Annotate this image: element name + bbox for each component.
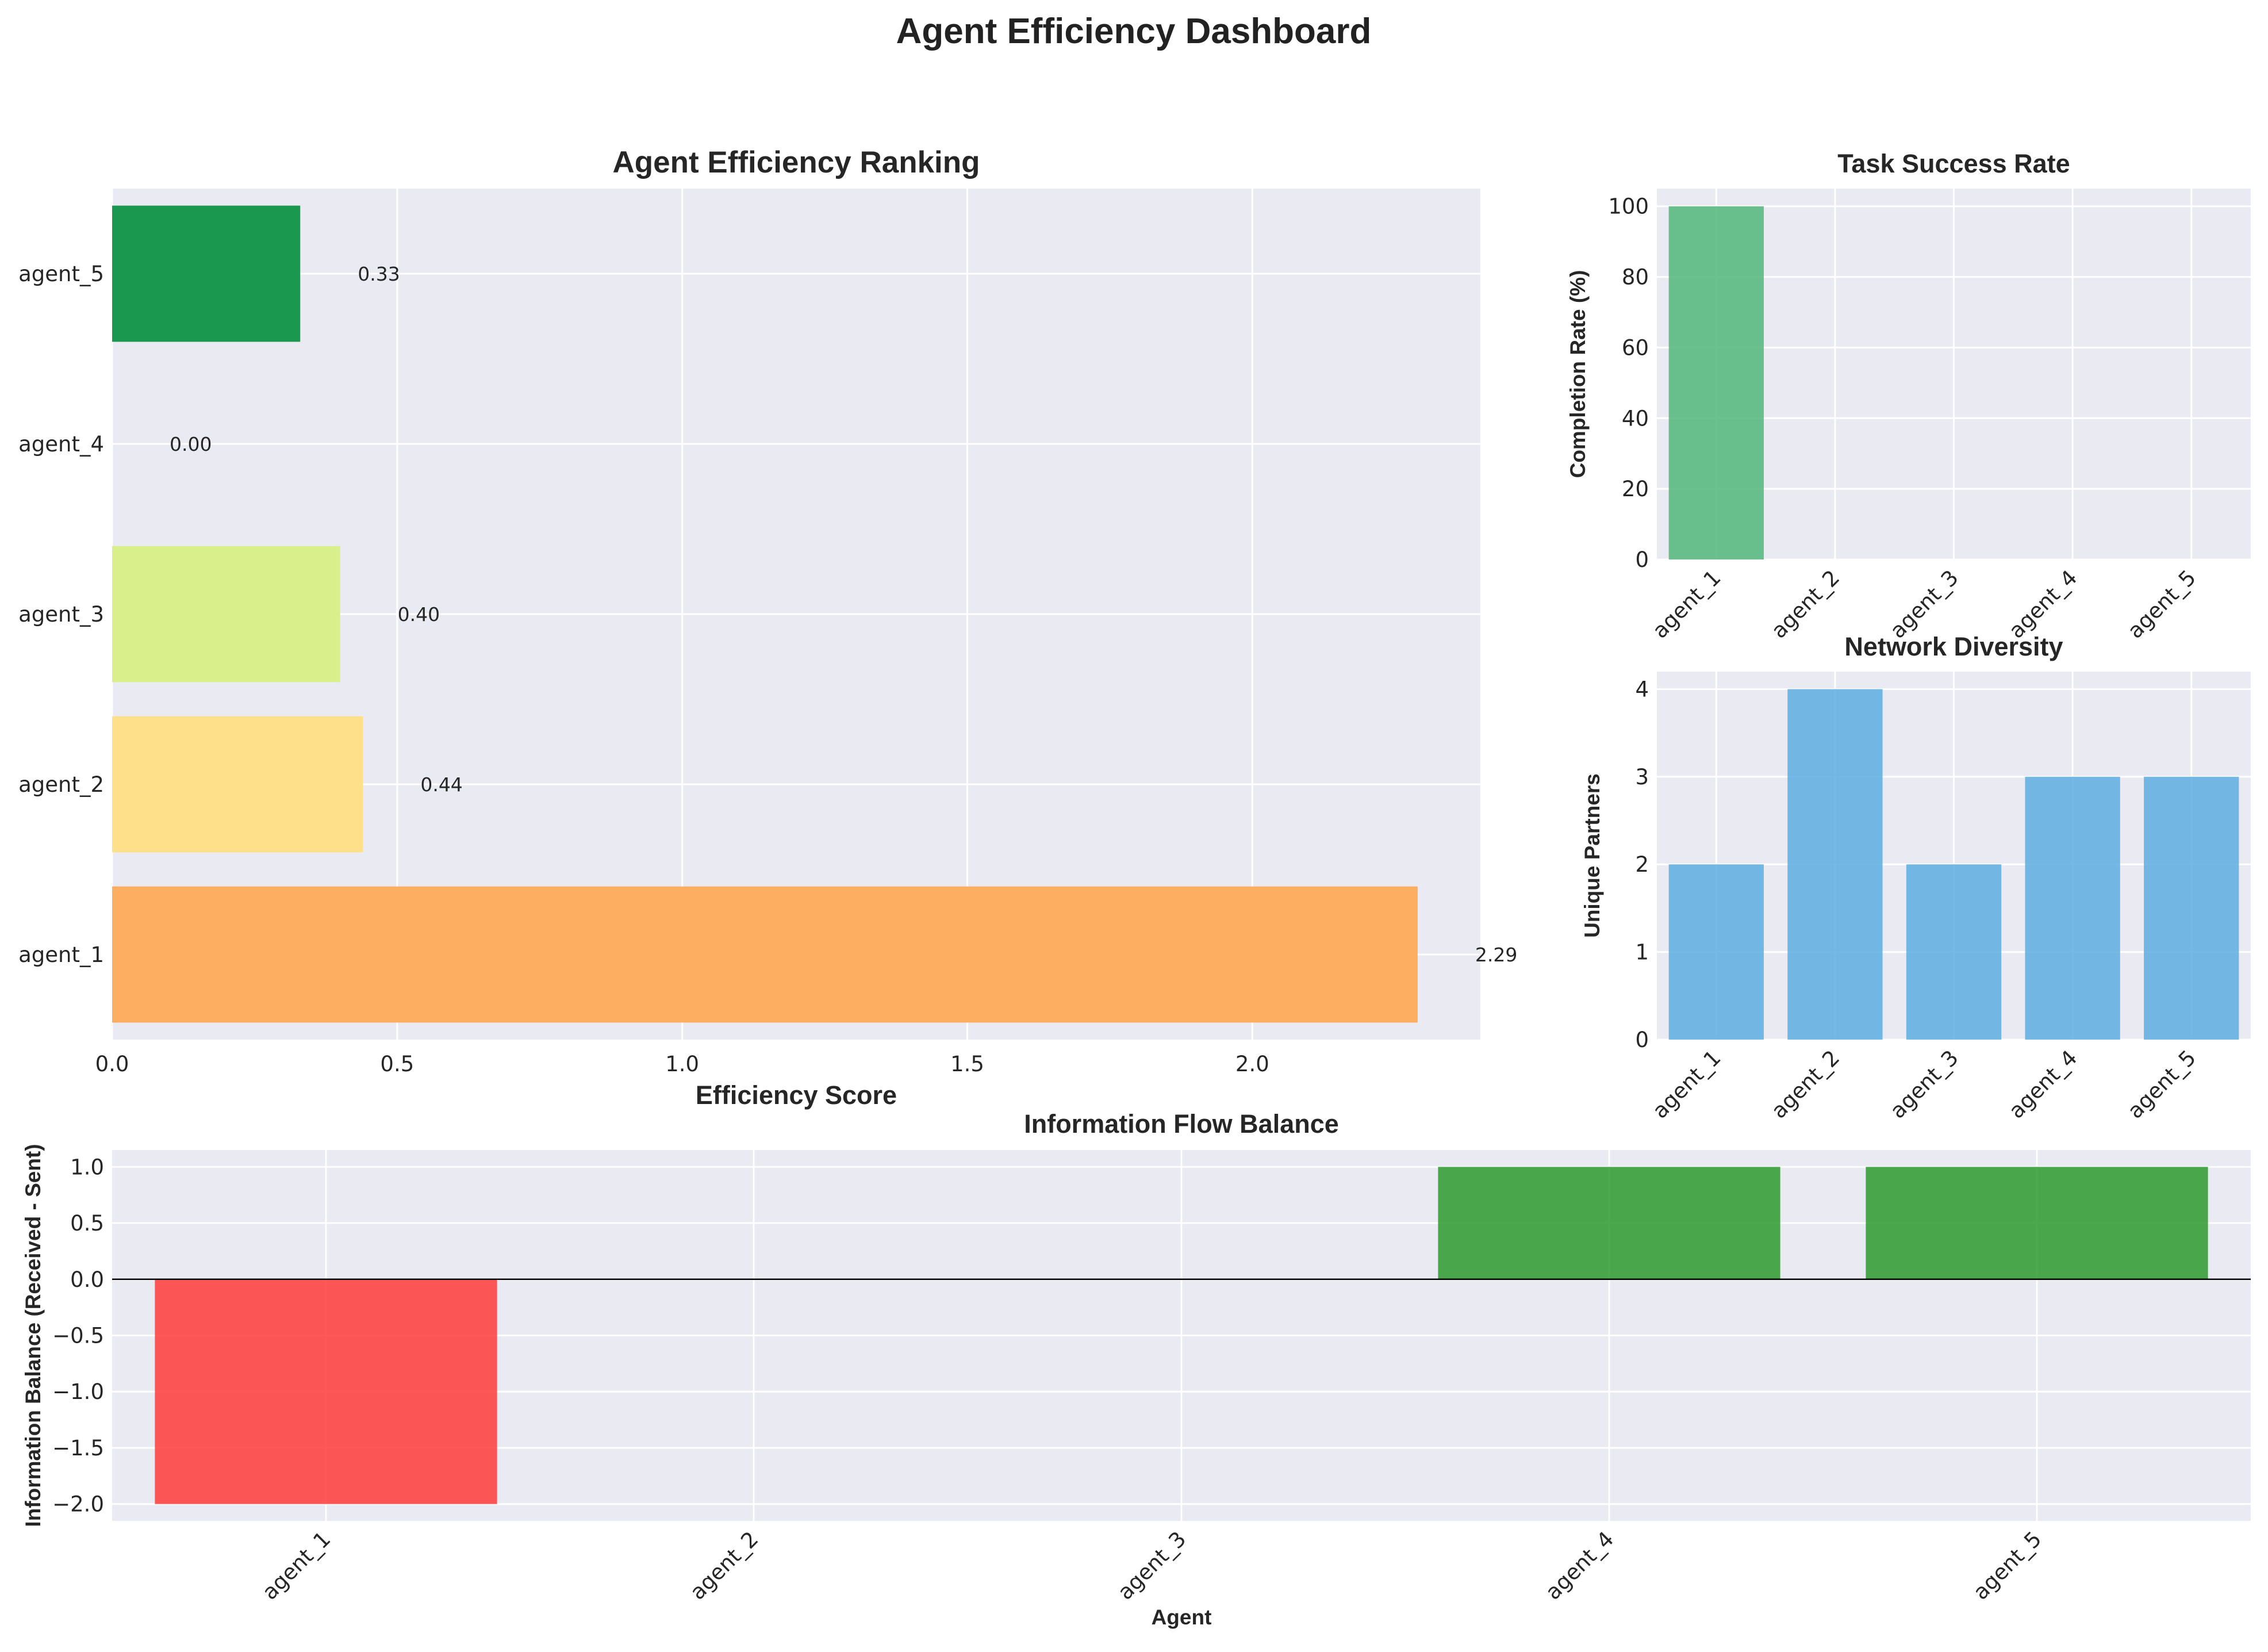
y-tick-label: 20 (1622, 477, 1649, 501)
x-tick-label: agent_2 (1767, 565, 1845, 643)
x-axis-label: Agent (1152, 1605, 1212, 1629)
y-tick-label: 100 (1608, 194, 1649, 219)
x-tick-label: agent_1 (258, 1527, 336, 1605)
bar (112, 716, 363, 853)
y-tick-label: −1.5 (52, 1436, 104, 1461)
y-tick-label: −0.5 (52, 1324, 104, 1348)
bar (1906, 864, 2002, 1040)
y-axis-label: Information Balance (Received - Sent) (21, 1144, 45, 1527)
x-tick-label: agent_3 (1885, 1045, 1963, 1124)
x-tick-label: agent_5 (2123, 1045, 2201, 1124)
dashboard-title: Agent Efficiency Dashboard (896, 12, 1372, 51)
chart-title: Network Diversity (1844, 632, 2063, 661)
y-tick-label: agent_5 (18, 262, 104, 286)
x-tick-label: 1.5 (950, 1052, 984, 1076)
efficiency-ranking-chart: 0.0 0.5 1.0 1.5 2.0 agent_1 agent_2 agent_3 agen… (18, 145, 1517, 1110)
bar-value-label: 0.00 (170, 433, 212, 455)
y-tick-label: 80 (1622, 265, 1649, 290)
y-tick-label: 2 (1635, 852, 1649, 877)
y-tick-label: 0 (1635, 1028, 1649, 1052)
bar (112, 886, 1418, 1023)
x-tick-label: 0.0 (95, 1052, 129, 1076)
bar-value-label: 0.33 (358, 263, 400, 285)
bar (112, 205, 301, 342)
y-tick-label: agent_4 (18, 432, 104, 457)
y-tick-label: 60 (1622, 335, 1649, 360)
x-tick-label: agent_4 (1541, 1527, 1619, 1605)
y-tick-label: 0.0 (70, 1267, 104, 1292)
network-diversity-chart: 0 1 2 3 4 agent_1 agent_2 agent_3 agent_4 agent_5… (1580, 632, 2251, 1124)
bar (1438, 1167, 1780, 1279)
bar (1668, 206, 1764, 559)
information-flow-balance-chart: −2.0 −1.5 −1.0 −0.5 0.0 0.5 1.0 agent_1 agent_2 a… (21, 1109, 2251, 1629)
x-tick-label: agent_5 (1968, 1527, 2047, 1605)
x-tick-label: agent_2 (685, 1527, 763, 1605)
x-tick-label: 1.0 (665, 1052, 699, 1076)
y-tick-label: 40 (1622, 406, 1649, 431)
bar (2144, 776, 2239, 1040)
y-tick-label: agent_3 (18, 602, 104, 627)
bar (112, 546, 340, 683)
x-tick-label: agent_3 (1113, 1527, 1191, 1605)
x-tick-label: agent_1 (1648, 565, 1726, 643)
chart-title: Task Success Rate (1837, 149, 2070, 178)
y-tick-label: 0 (1635, 547, 1649, 572)
y-tick-label: 4 (1635, 677, 1649, 702)
chart-title: Information Flow Balance (1024, 1109, 1339, 1139)
bar (1866, 1167, 2208, 1279)
y-tick-label: agent_2 (18, 772, 104, 797)
bar (1668, 864, 1764, 1040)
bar (155, 1279, 497, 1504)
bar-value-label: 2.29 (1475, 944, 1517, 966)
y-tick-label: −2.0 (52, 1492, 104, 1517)
x-tick-label: 2.0 (1235, 1052, 1269, 1076)
x-tick-label: agent_2 (1767, 1045, 1845, 1124)
y-tick-label: −1.0 (52, 1379, 104, 1404)
bar (1787, 689, 1883, 1040)
y-axis-label: Unique Partners (1580, 773, 1604, 938)
x-tick-label: 0.5 (380, 1052, 414, 1076)
y-tick-label: 1 (1635, 940, 1649, 965)
y-tick-label: 0.5 (70, 1211, 104, 1236)
x-axis-label: Efficiency Score (696, 1080, 897, 1110)
x-tick-label: agent_4 (2004, 1045, 2082, 1124)
chart-title: Agent Efficiency Ranking (612, 145, 980, 179)
x-tick-label: agent_5 (2123, 565, 2201, 643)
y-tick-label: 1.0 (70, 1155, 104, 1179)
bar-value-label: 0.44 (420, 773, 462, 796)
bar (2025, 776, 2120, 1040)
y-tick-label: agent_1 (18, 942, 104, 967)
bar-value-label: 0.40 (398, 603, 440, 626)
x-tick-label: agent_1 (1648, 1045, 1726, 1124)
y-axis-label: Completion Rate (%) (1566, 270, 1590, 478)
y-tick-label: 3 (1635, 765, 1649, 789)
